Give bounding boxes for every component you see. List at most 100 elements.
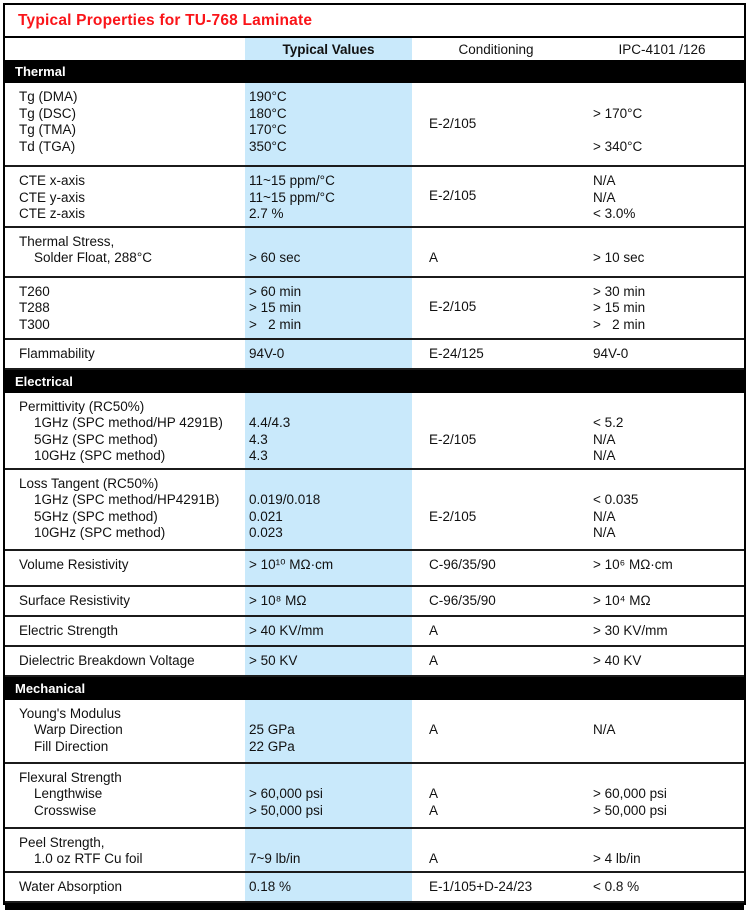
conditioning-value-line — [429, 448, 580, 465]
ipc-cell: > 10 sec — [580, 228, 744, 276]
property-value-line: Thermal Stress, — [19, 233, 115, 249]
conditioning-value-line: E-2/105 — [429, 188, 477, 203]
conditioning-value-line: A — [429, 851, 439, 866]
typical-value-line — [249, 399, 412, 416]
conditioning-value-line — [429, 770, 580, 787]
table-row: Permittivity (RC50%) 1GHz (SPC method/HP… — [5, 392, 744, 470]
conditioning-value-line: A — [429, 722, 439, 738]
typical-value-line — [249, 476, 412, 493]
property-value-line: 1.0 oz RTF Cu foil — [19, 851, 143, 866]
property-value-line: CTE z-axis — [19, 206, 86, 221]
property-cell: Thermal Stress, Solder Float, 288°C — [5, 228, 245, 276]
ipc-value-line: N/A — [593, 448, 616, 463]
conditioning-cell: E-2/105 — [412, 278, 580, 338]
property-value-line: Dielectric Breakdown Voltage — [19, 652, 195, 668]
typical-value-line: 4.3 — [249, 431, 268, 447]
conditioning-cell: A — [412, 700, 580, 762]
property-cell: T260 T288 T300 — [5, 278, 245, 338]
ipc-value-line: < 3.0% — [593, 206, 636, 221]
property-cell: Volume Resistivity — [5, 551, 245, 585]
table-row: Water Absorption 0.18 % E-1/105+D-24/23 < 0… — [5, 872, 744, 903]
typical-value-line: > 60 sec — [249, 250, 301, 265]
ipc-value-line — [593, 835, 744, 852]
conditioning-value-line — [429, 399, 580, 416]
typical-value-line: > 2 min — [249, 316, 302, 332]
property-value-line: Loss Tangent (RC50%) — [19, 475, 159, 491]
typical-cell: 0.18 % — [245, 872, 412, 901]
ipc-cell: < 0.035 N/A N/A — [580, 470, 744, 549]
table-bottom-bar — [5, 902, 744, 910]
property-value-line: Tg (TMA) — [19, 122, 76, 137]
ipc-value-line: > 10⁶ MΩ·cm — [593, 556, 673, 572]
property-value-line: Flexural Strength — [19, 769, 122, 785]
typical-value-line: > 60 min — [249, 283, 302, 299]
typical-value-line: 4.4/4.3 — [249, 415, 291, 430]
typical-value-line: 94V-0 — [249, 345, 285, 361]
ipc-value-line: > 60,000 psi — [593, 786, 667, 801]
table-row: Flammability 94V-0 E-24/125 94V-0 — [5, 339, 744, 370]
property-value-line: CTE x-axis — [19, 173, 86, 188]
conditioning-cell: E-24/125 — [412, 340, 580, 368]
typical-cell: > 40 KV/mm — [245, 616, 412, 645]
ipc-value-line: N/A — [593, 722, 616, 738]
ipc-cell: < 5.2 N/A N/A — [580, 393, 744, 468]
table-row: Surface Resistivity > 10⁸ MΩ C-96/35/90 > 1… — [5, 586, 744, 617]
ipc-cell: > 10⁴ MΩ — [580, 587, 744, 615]
conditioning-cell: E-2/105 — [412, 470, 580, 549]
typical-value-line: 0.18 % — [249, 878, 292, 894]
ipc-value-line — [593, 122, 744, 139]
conditioning-value-line: A — [429, 652, 439, 668]
ipc-value-line: > 10⁴ MΩ — [593, 592, 651, 608]
typical-cell: 11~15 ppm/°C 11~15 ppm/°C 2.7 % — [245, 167, 412, 226]
ipc-value-line: > 10 sec — [593, 250, 645, 265]
typical-cell: 25 GPa 22 GPa — [245, 699, 412, 762]
typical-cell: 4.4/4.3 4.3 4.3 — [245, 392, 412, 468]
property-cell: Electric Strength — [5, 617, 245, 645]
ipc-value-line: 94V-0 — [593, 345, 629, 361]
ipc-value-line: N/A — [593, 508, 616, 524]
ipc-cell: > 30 min > 15 min > 2 min — [580, 278, 744, 338]
ipc-value-line — [593, 476, 744, 493]
section-header-electrical: Electrical — [5, 369, 744, 393]
table-row: Dielectric Breakdown Voltage > 50 KV A > 40… — [5, 646, 744, 677]
conditioning-value-line — [429, 492, 580, 509]
property-cell: Flexural Strength Lengthwise Crosswise — [5, 764, 245, 827]
typical-value-line: > 15 min — [249, 300, 302, 315]
ipc-value-line — [593, 770, 744, 787]
table-row: Loss Tangent (RC50%) 1GHz (SPC method/HP… — [5, 469, 744, 551]
conditioning-value-line: C-96/35/90 — [429, 592, 496, 608]
typical-value-line: > 40 KV/mm — [249, 622, 324, 638]
property-cell: Peel Strength, 1.0 oz RTF Cu foil — [5, 829, 245, 871]
property-value-line: 5GHz (SPC method) — [19, 431, 158, 447]
conditioning-value-line — [429, 415, 580, 432]
typical-value-line: 4.3 — [249, 448, 268, 463]
typical-value-line — [249, 770, 412, 787]
property-value-line: 5GHz (SPC method) — [19, 508, 158, 524]
typical-cell: 94V-0 — [245, 339, 412, 368]
property-value-line: 1GHz (SPC method/HP4291B) — [19, 492, 220, 507]
typical-value-line: 180°C — [249, 105, 287, 121]
typical-cell: > 60 min > 15 min > 2 min — [245, 277, 412, 338]
conditioning-value-line: E-2/105 — [429, 299, 477, 315]
typical-value-line — [249, 706, 412, 723]
ipc-cell: < 0.8 % — [580, 873, 744, 901]
ipc-value-line: < 0.8 % — [593, 878, 640, 894]
conditioning-cell: C-96/35/90 — [412, 587, 580, 615]
conditioning-value-line: A — [429, 622, 439, 638]
typical-value-line: 0.019/0.018 — [249, 492, 321, 507]
typical-value-line: 170°C — [249, 122, 287, 137]
typical-value-line: 0.023 — [249, 525, 283, 540]
typical-value-line: 22 GPa — [249, 738, 295, 754]
typical-cell: > 60 sec — [245, 227, 412, 276]
ipc-value-line: > 30 KV/mm — [593, 622, 668, 638]
ipc-value-line — [593, 399, 744, 416]
typical-cell: 0.019/0.018 0.021 0.023 — [245, 469, 412, 549]
table-row: CTE x-axis CTE y-axis CTE z-axis 11~15 ppm/… — [5, 167, 744, 228]
ipc-cell: > 4 lb/in — [580, 829, 744, 871]
property-value-line: Permittivity (RC50%) — [19, 398, 145, 414]
property-value-line: Electric Strength — [19, 622, 119, 638]
ipc-cell: > 60,000 psi > 50,000 psi — [580, 764, 744, 827]
conditioning-cell: C-96/35/90 — [412, 551, 580, 585]
table-row: T260 T288 T300 > 60 min > 15 min > 2 min E-2/1… — [5, 277, 744, 340]
